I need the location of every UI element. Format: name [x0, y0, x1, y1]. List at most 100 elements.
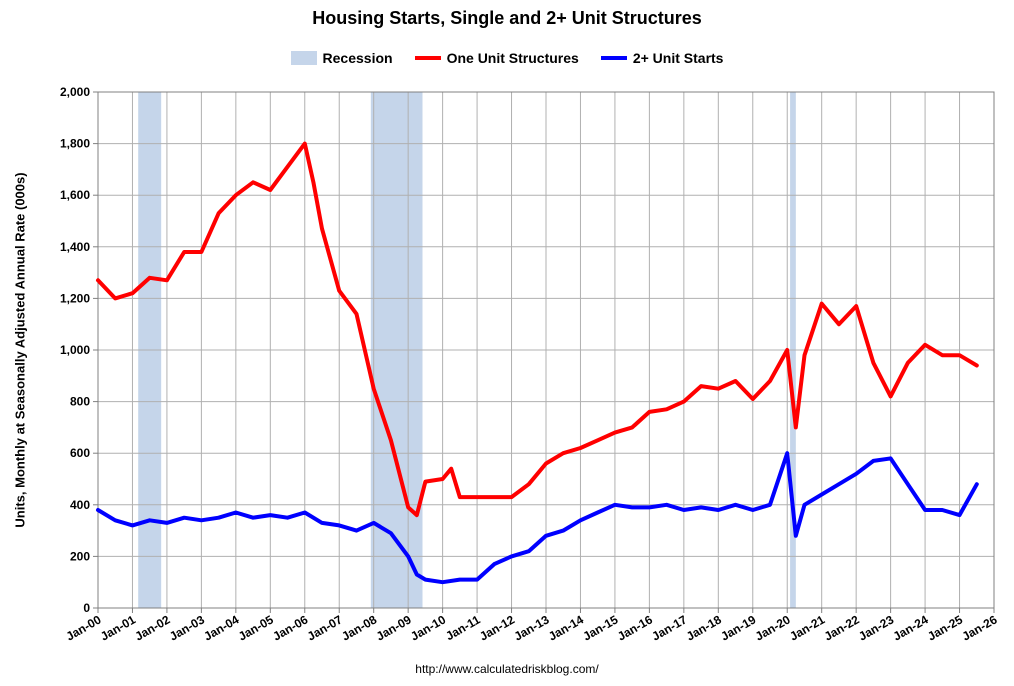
- x-tick-label: Jan-05: [236, 612, 276, 643]
- one-unit-point: [527, 482, 531, 486]
- one-unit-point: [647, 410, 651, 414]
- x-tick-label: Jan-07: [305, 612, 345, 643]
- two-plus-point: [768, 503, 772, 507]
- two-plus-point: [130, 523, 135, 528]
- one-unit-point: [268, 188, 272, 192]
- x-tick-label: Jan-25: [925, 612, 965, 643]
- x-tick-label: Jan-03: [167, 612, 207, 643]
- x-tick-label: Jan-23: [856, 612, 896, 643]
- one-unit-point: [406, 505, 410, 509]
- one-unit-point: [544, 461, 548, 466]
- y-tick-label: 1,200: [60, 291, 90, 305]
- two-plus-point: [199, 518, 203, 522]
- two-plus-point: [475, 578, 479, 582]
- two-plus-point: [441, 580, 445, 584]
- one-unit-point: [165, 278, 169, 282]
- two-plus-point: [251, 516, 255, 520]
- one-unit-point: [96, 278, 100, 282]
- legend-item-one-unit: One Unit Structures: [414, 50, 579, 66]
- two-plus-point: [182, 516, 186, 520]
- two-plus-point: [509, 554, 514, 559]
- two-plus-line: [96, 451, 979, 585]
- two-plus-point: [415, 572, 419, 577]
- two-plus-point: [372, 521, 376, 525]
- one-unit-point: [199, 250, 203, 254]
- two-plus-point: [337, 523, 341, 528]
- one-unit-point: [182, 250, 186, 254]
- one-unit-point: [423, 479, 427, 484]
- x-tick-label: Jan-16: [615, 612, 655, 643]
- one-unit-point: [578, 446, 583, 450]
- two-plus-point: [561, 529, 565, 533]
- one-unit-point: [492, 495, 496, 499]
- two-plus-point: [854, 472, 858, 476]
- x-tick-label: Jan-17: [649, 612, 689, 643]
- one-unit-point: [217, 211, 221, 215]
- x-tick-label: Jan-09: [374, 612, 414, 643]
- y-tick-label: 400: [70, 498, 90, 512]
- x-tick-label: Jan-24: [891, 612, 931, 643]
- one-unit-point: [415, 513, 419, 517]
- two-plus-point: [113, 518, 117, 522]
- x-axis: Jan-00Jan-01Jan-02Jan-03Jan-04Jan-05Jan-…: [64, 608, 1000, 644]
- one-unit-point: [751, 397, 755, 401]
- two-plus-point: [544, 534, 548, 538]
- legend-label-two-plus: 2+ Unit Starts: [632, 50, 724, 66]
- one-unit-point: [699, 384, 703, 388]
- one-unit-point: [372, 387, 376, 391]
- one-unit-point: [613, 430, 617, 435]
- series-two-plus: [96, 451, 979, 585]
- y-tick-label: 1,000: [60, 343, 90, 357]
- two-plus-point: [682, 508, 686, 512]
- one-unit-point: [768, 379, 772, 383]
- two-plus-point: [613, 503, 617, 507]
- one-unit-point: [148, 276, 152, 280]
- one-unit-point: [475, 495, 479, 499]
- y-tick-label: 1,800: [60, 137, 90, 151]
- one-unit-point: [320, 227, 324, 231]
- x-tick-label: Jan-00: [64, 612, 104, 643]
- one-unit-point: [285, 165, 290, 169]
- x-tick-label: Jan-11: [443, 612, 483, 643]
- one-unit-point: [665, 407, 669, 411]
- x-tick-label: Jan-22: [822, 612, 862, 643]
- two-plus-point: [699, 505, 703, 509]
- chart-title: Housing Starts, Single and 2+ Unit Struc…: [312, 8, 702, 28]
- one-unit-point: [906, 361, 910, 365]
- two-plus-point: [423, 578, 427, 582]
- one-unit-point: [458, 495, 462, 499]
- two-plus-point: [940, 508, 944, 512]
- two-plus-point: [923, 508, 927, 512]
- one-unit-point: [596, 438, 600, 442]
- legend-label-one-unit: One Unit Structures: [446, 50, 579, 66]
- one-unit-point: [820, 301, 824, 306]
- x-tick-label: Jan-26: [960, 612, 1000, 643]
- one-unit-point: [354, 312, 359, 316]
- x-tick-label: Jan-13: [512, 612, 552, 643]
- two-plus-point: [837, 482, 841, 486]
- y-tick-label: 800: [70, 395, 90, 409]
- one-unit-point: [940, 353, 944, 357]
- two-plus-point: [354, 529, 359, 533]
- two-plus-point: [733, 503, 738, 507]
- two-plus-point: [148, 518, 152, 522]
- two-plus-point: [268, 513, 272, 517]
- one-unit-point: [854, 304, 858, 308]
- x-tick-label: Jan-19: [718, 612, 758, 643]
- one-unit-point: [630, 425, 634, 429]
- two-plus-point: [794, 534, 798, 538]
- x-tick-label: Jan-04: [201, 612, 241, 643]
- two-plus-point: [492, 562, 496, 566]
- one-unit-point: [716, 387, 720, 391]
- two-plus-point: [96, 508, 100, 512]
- two-plus-point: [975, 482, 979, 486]
- x-tick-label: Jan-08: [339, 612, 379, 643]
- two-plus-point: [889, 456, 893, 460]
- two-plus-point: [165, 521, 169, 525]
- y-tick-label: 200: [70, 549, 90, 563]
- y-tick-label: 0: [83, 601, 90, 615]
- y-tick-label: 600: [70, 446, 90, 460]
- one-unit-point: [889, 394, 893, 399]
- one-unit-point: [785, 348, 789, 352]
